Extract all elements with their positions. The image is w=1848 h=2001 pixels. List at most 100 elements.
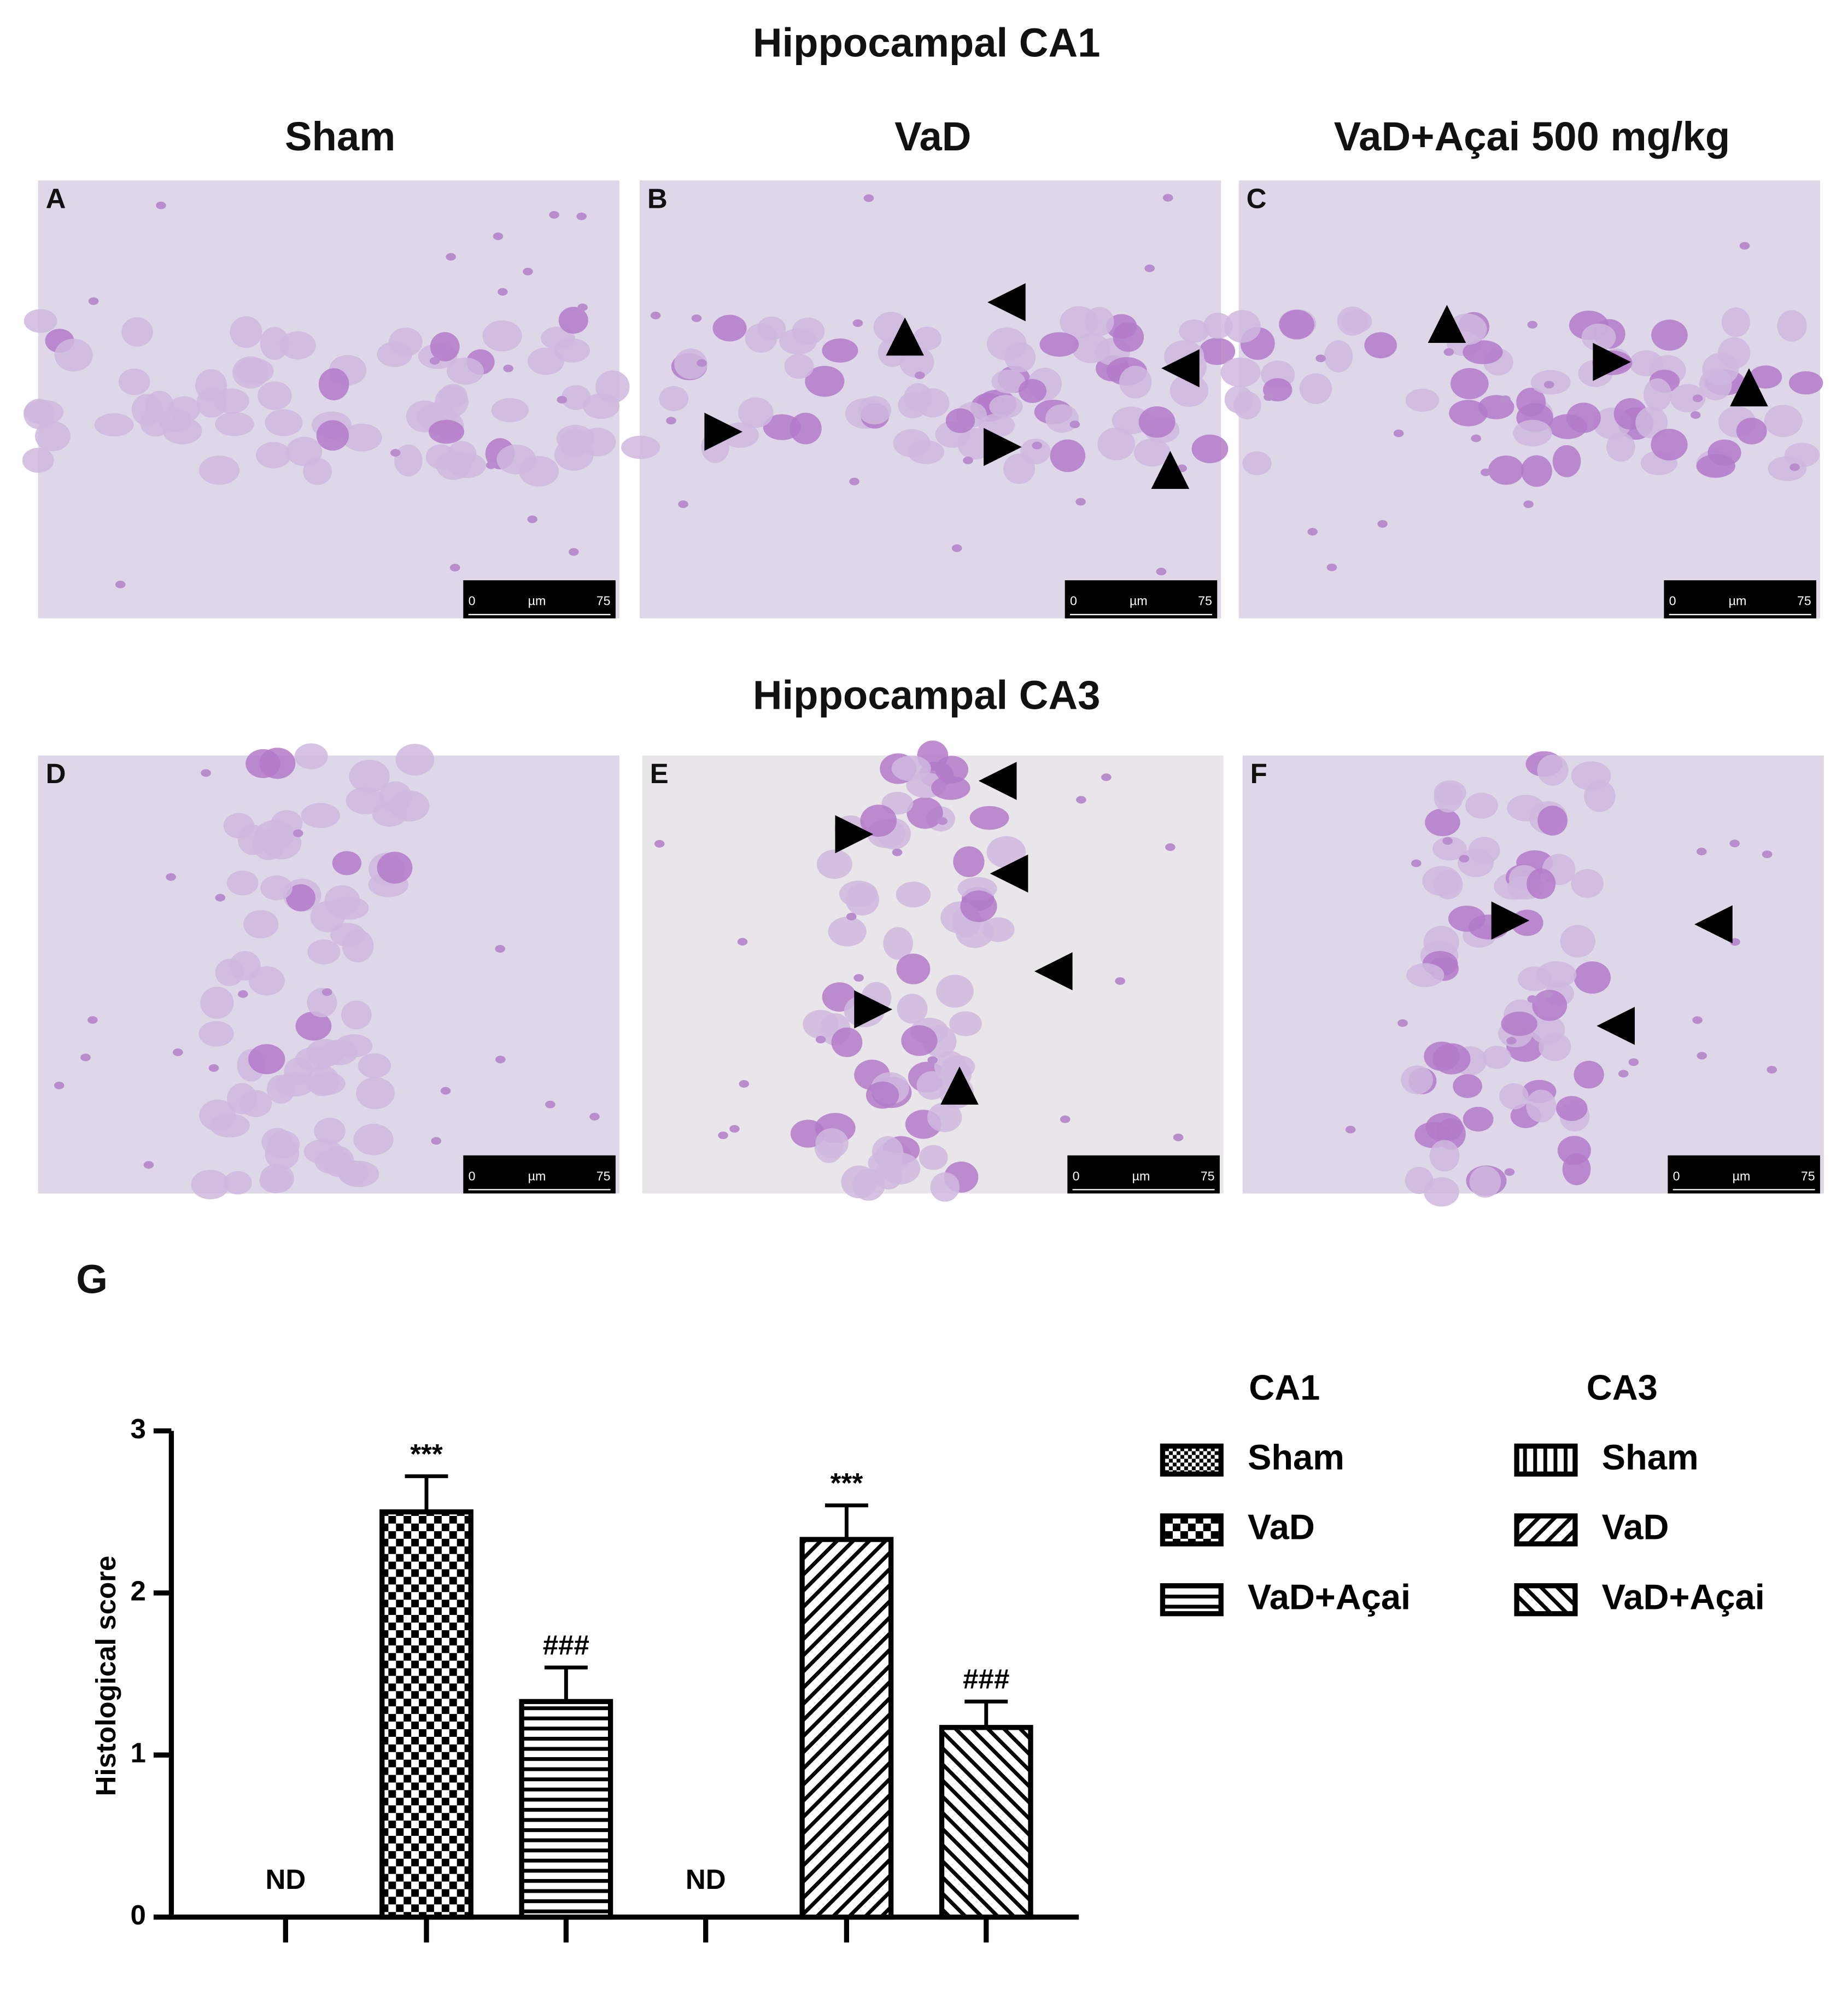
cell	[495, 1055, 506, 1064]
cell	[986, 836, 1026, 868]
panel-letter: C	[1247, 183, 1267, 214]
cell	[429, 357, 440, 365]
cell	[915, 371, 925, 380]
cell	[803, 1010, 839, 1039]
scale-bar-label: 0	[1073, 1169, 1080, 1183]
cell	[173, 1048, 183, 1057]
arrowhead	[835, 815, 874, 854]
cell	[226, 871, 259, 896]
cell	[523, 267, 533, 276]
cell	[1084, 307, 1114, 336]
arrowhead	[1593, 343, 1631, 381]
cell	[321, 988, 332, 996]
cell	[1463, 1106, 1494, 1132]
legend-title: CA3	[1587, 1367, 1658, 1407]
scale-bar-label: 0	[1673, 1169, 1680, 1183]
cell	[1307, 528, 1318, 536]
micrograph: B 0 µm 75	[621, 180, 1236, 619]
cell	[1555, 1096, 1588, 1121]
cell	[503, 364, 513, 372]
cell	[828, 917, 867, 947]
cell	[1299, 373, 1332, 404]
significance-label: ***	[410, 1438, 443, 1469]
value-label: ND	[686, 1864, 726, 1895]
cell	[1401, 1065, 1433, 1095]
cell	[589, 1112, 600, 1121]
cell	[1788, 371, 1823, 395]
cell	[1506, 1037, 1517, 1045]
cell	[1523, 500, 1534, 509]
cell	[1536, 961, 1577, 988]
cell	[1424, 1177, 1459, 1207]
scale-bar-label: µm	[528, 1169, 546, 1183]
cell	[1730, 938, 1740, 946]
cell	[1527, 995, 1538, 1003]
cell	[1696, 848, 1707, 856]
arrowhead	[1161, 349, 1200, 388]
cell	[1520, 455, 1552, 487]
cell	[1406, 963, 1445, 988]
scale-bar	[1664, 580, 1816, 619]
arrowhead	[1428, 305, 1466, 343]
cell	[549, 211, 559, 219]
cell	[1345, 1125, 1356, 1134]
cell	[1364, 332, 1397, 359]
arrowhead	[886, 317, 924, 356]
row-title: Hippocampal CA1	[753, 20, 1101, 65]
cell	[208, 1064, 219, 1072]
cell	[196, 387, 227, 418]
cell	[1552, 445, 1581, 477]
cell	[1557, 1136, 1591, 1165]
cell	[1574, 961, 1611, 994]
cell	[852, 319, 863, 327]
cell	[1324, 340, 1353, 372]
cell	[779, 328, 817, 355]
cell	[1697, 1052, 1707, 1060]
cell	[429, 419, 465, 444]
cell	[1191, 434, 1229, 463]
cell	[358, 1053, 391, 1078]
cell	[1463, 340, 1503, 364]
significance-label: ###	[963, 1664, 1009, 1695]
cell	[880, 1152, 921, 1185]
cell	[54, 339, 93, 372]
scale-bar-label: 75	[1801, 1169, 1815, 1183]
cell	[815, 1128, 849, 1159]
cell	[1072, 333, 1110, 364]
cell	[209, 1113, 250, 1137]
bar-chart: Histological score 0 1 2 3 ND *** ### ND *** ### CA…	[90, 1367, 1765, 1943]
cell	[1692, 1016, 1703, 1024]
cell	[1651, 319, 1688, 351]
cell	[24, 309, 57, 333]
cell	[846, 913, 857, 921]
scale-bar-label: 0	[469, 594, 476, 608]
cell	[960, 890, 997, 923]
scale-bar-label: µm	[1729, 594, 1747, 608]
cell	[1690, 411, 1701, 419]
cell	[1144, 264, 1155, 272]
cell	[431, 1137, 442, 1145]
cell	[1702, 353, 1739, 386]
cell	[1341, 310, 1372, 333]
cell	[121, 317, 153, 347]
cell	[1526, 1089, 1557, 1123]
cell	[729, 1125, 740, 1133]
cell	[330, 923, 366, 947]
cell	[919, 1145, 948, 1170]
cell	[989, 395, 1023, 418]
scale-bar-label: 0	[1669, 594, 1676, 608]
cell	[927, 1056, 938, 1064]
cell	[229, 951, 261, 981]
cell	[156, 201, 166, 209]
cell	[963, 456, 973, 464]
legend-swatch	[1514, 1583, 1578, 1617]
cell	[1581, 323, 1616, 351]
cell	[316, 420, 349, 451]
cell	[737, 938, 748, 946]
cell	[1482, 1046, 1511, 1069]
panel-letter: B	[647, 183, 668, 214]
cell	[712, 314, 747, 342]
cell	[738, 397, 774, 428]
cell	[1165, 843, 1176, 851]
cell	[654, 840, 665, 848]
